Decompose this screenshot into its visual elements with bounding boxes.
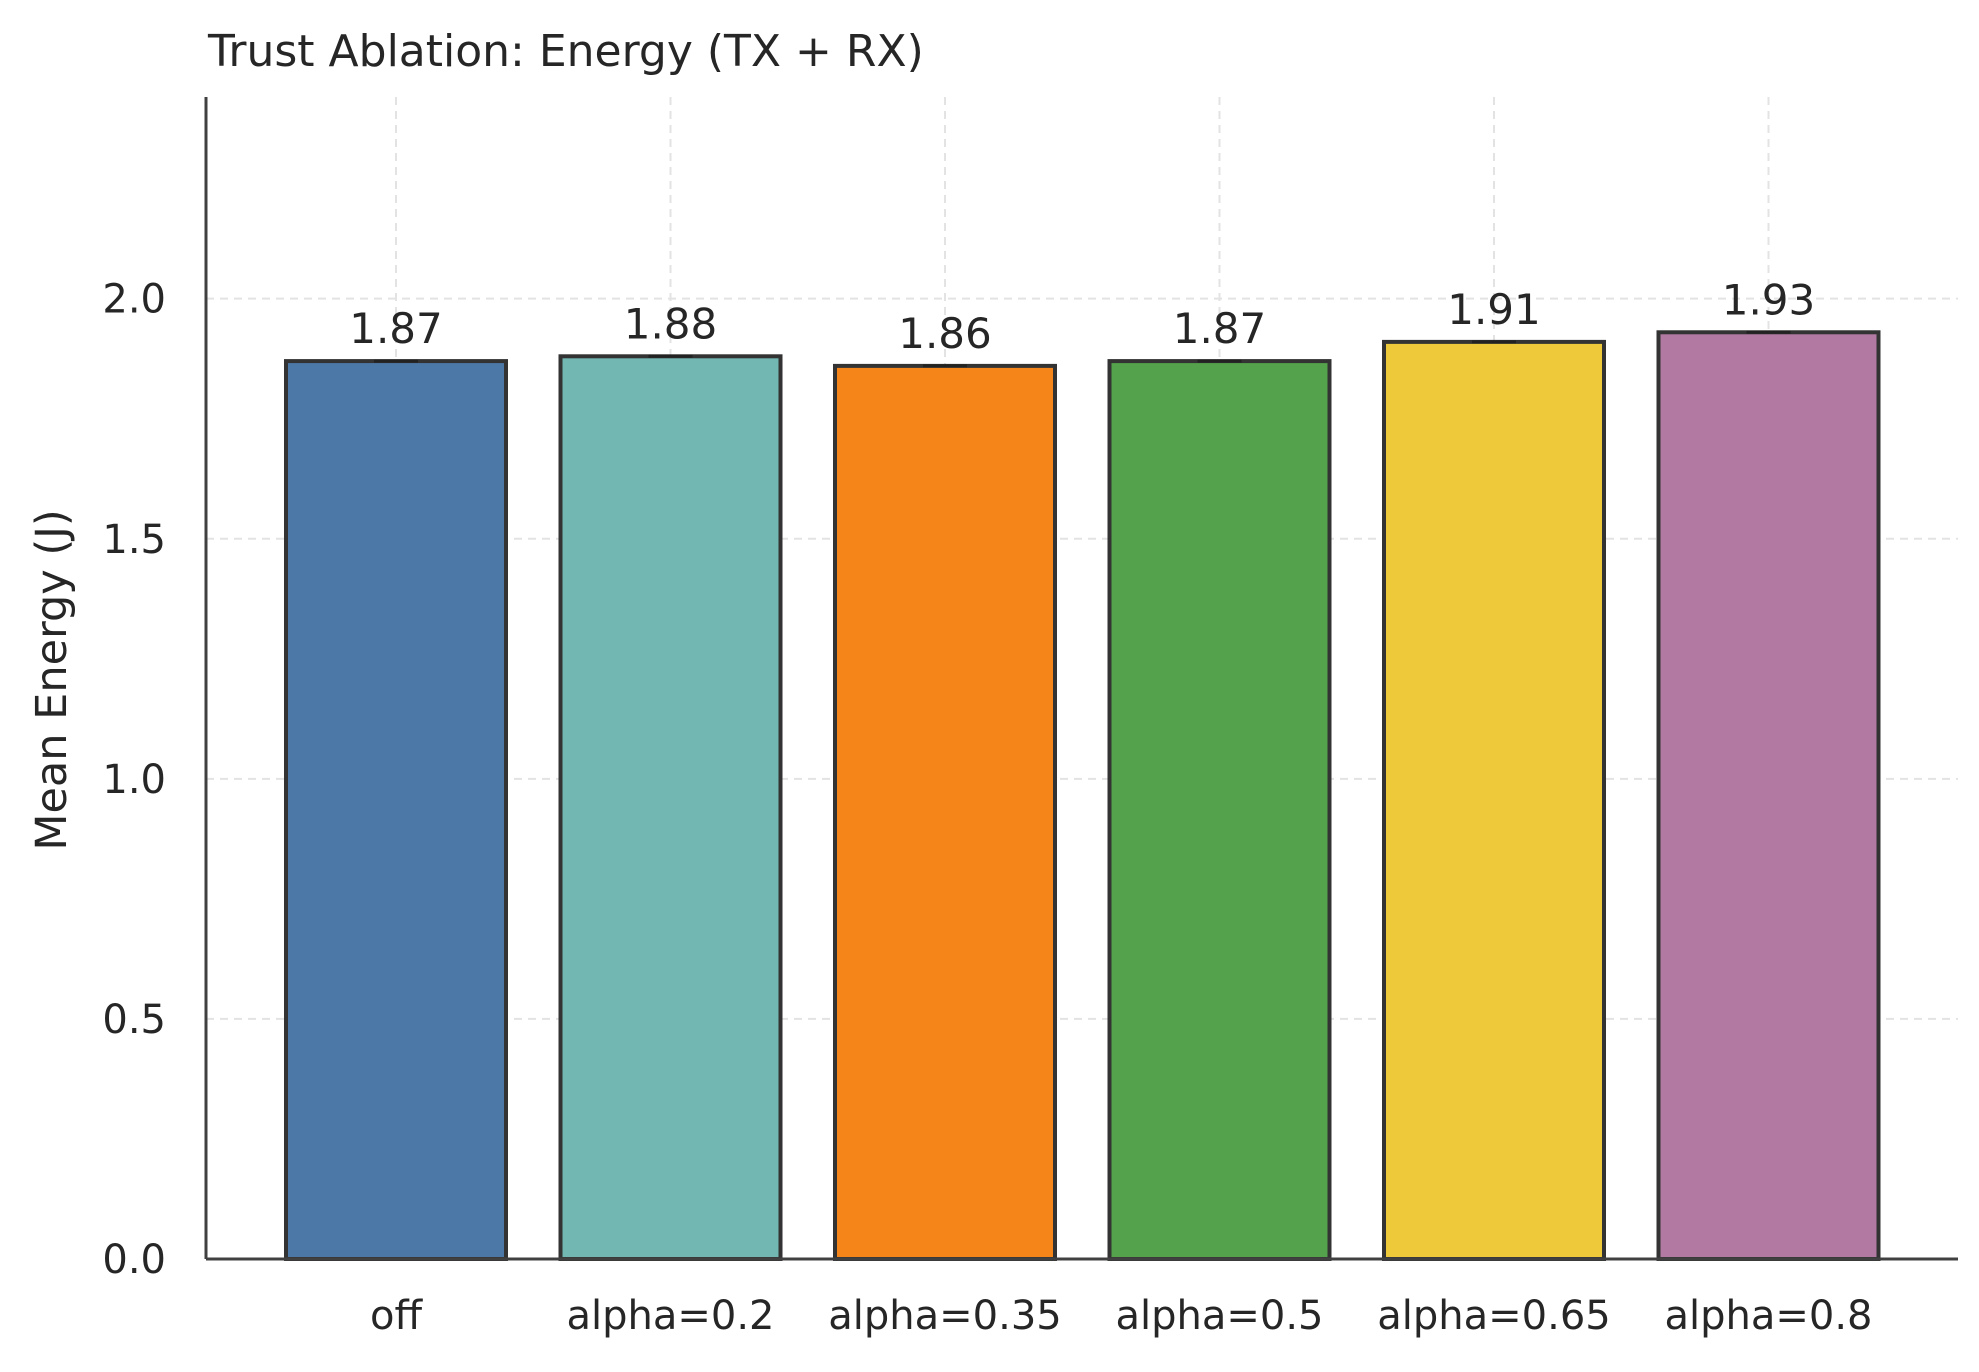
bar-alpha-0-8 xyxy=(1656,330,1881,1261)
bar-alpha-0-65 xyxy=(1382,339,1606,1262)
y-tick-label: 1.0 xyxy=(102,757,166,803)
x-tick-label: alpha=0.65 xyxy=(1377,1293,1610,1339)
bar-value-label: 1.86 xyxy=(898,309,992,358)
bar-value-label: 1.87 xyxy=(349,304,443,353)
chart-title: Trust Ablation: Energy (TX + RX) xyxy=(207,26,924,77)
bar-value-label: 1.91 xyxy=(1447,285,1541,334)
x-tick-label: alpha=0.2 xyxy=(566,1293,774,1339)
bar-value-label: 1.93 xyxy=(1722,275,1816,324)
y-tick-label: 1.5 xyxy=(102,517,166,563)
bar-alpha-0-2 xyxy=(558,354,783,1261)
bar-alpha-0-35 xyxy=(833,363,1057,1261)
y-tick-label: 0.0 xyxy=(102,1237,166,1283)
x-tick-label: alpha=0.5 xyxy=(1115,1293,1323,1339)
label-layer: 1.87 1.88 1.86 1.87 1.91 1.93 0.0 0.5 1.0 1.5 2.0 o… xyxy=(102,275,1872,1339)
x-tick-label: alpha=0.8 xyxy=(1664,1293,1872,1339)
y-tick-label: 2.0 xyxy=(102,277,166,323)
x-tick-label: off xyxy=(370,1293,423,1339)
y-axis-label: Mean Energy (J) xyxy=(27,509,77,850)
bar-value-label: 1.87 xyxy=(1173,304,1267,353)
bar-alpha-0-5 xyxy=(1107,359,1332,1262)
bar-layer xyxy=(284,330,1881,1262)
axis-layer xyxy=(204,97,1958,1261)
bar-off xyxy=(284,359,508,1262)
bar-value-label: 1.88 xyxy=(624,299,718,348)
x-tick-label: alpha=0.35 xyxy=(828,1293,1061,1339)
y-tick-label: 0.5 xyxy=(102,997,166,1043)
